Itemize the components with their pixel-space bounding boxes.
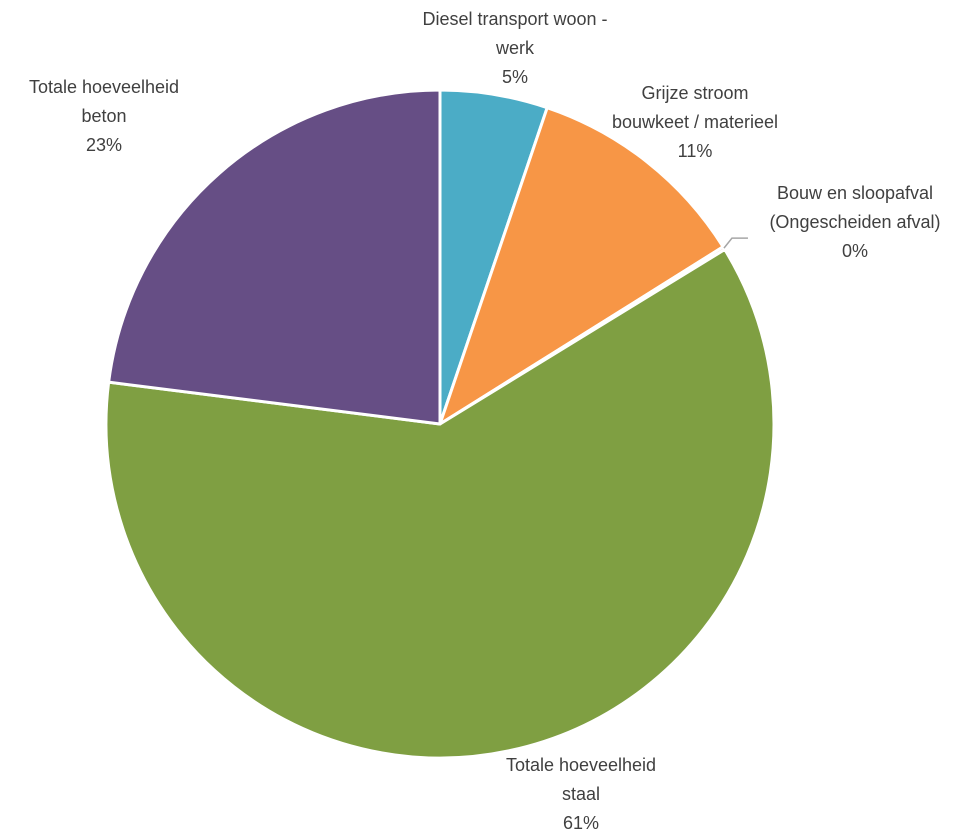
percent-label: 0%: [842, 241, 868, 261]
category-label-line: Totale hoeveelheid: [29, 77, 179, 97]
data-labels: Diesel transport woon - werk 5% Grijze stro…: [29, 9, 941, 833]
category-label-line: Diesel transport woon -: [422, 9, 607, 29]
leader-lines: [723, 237, 748, 249]
percent-label: 11%: [678, 141, 713, 161]
percent-label: 23%: [86, 135, 122, 155]
category-label-line: bouwkeet / materieel: [612, 112, 778, 132]
percent-label: 61%: [563, 813, 599, 833]
category-label-line: Bouw en sloopafval: [777, 183, 933, 203]
data-label-diesel-transport-woon-werk: Diesel transport woon - werk 5%: [422, 9, 607, 87]
category-label-line: Totale hoeveelheid: [506, 755, 656, 775]
category-label-line: Grijze stroom: [641, 83, 748, 103]
data-label-grijze-stroom-bouwkeet-materieel: Grijze stroom bouwkeet / materieel 11%: [612, 83, 778, 161]
pie-slice-totale-hoeveelheid-beton: [107, 88, 442, 426]
category-label-line: beton: [81, 106, 126, 126]
data-label-totale-hoeveelheid-staal: Totale hoeveelheid staal 61%: [506, 755, 656, 833]
pie-slice-totale-hoeveelheid-staal: [104, 247, 776, 760]
category-label-line: staal: [562, 784, 600, 804]
pie-slices: [104, 88, 776, 760]
data-label-bouw-en-sloopafval-ongescheiden-afval: Bouw en sloopafval (Ongescheiden afval) 0%: [769, 183, 940, 261]
category-label-line: (Ongescheiden afval): [769, 212, 940, 232]
data-label-totale-hoeveelheid-beton: Totale hoeveelheid beton 23%: [29, 77, 179, 155]
category-label-line: werk: [495, 38, 535, 58]
leader-line: [723, 237, 748, 249]
pie-slice-grijze-stroom-bouwkeet-materieel: [438, 106, 725, 426]
percent-label: 5%: [502, 67, 528, 87]
